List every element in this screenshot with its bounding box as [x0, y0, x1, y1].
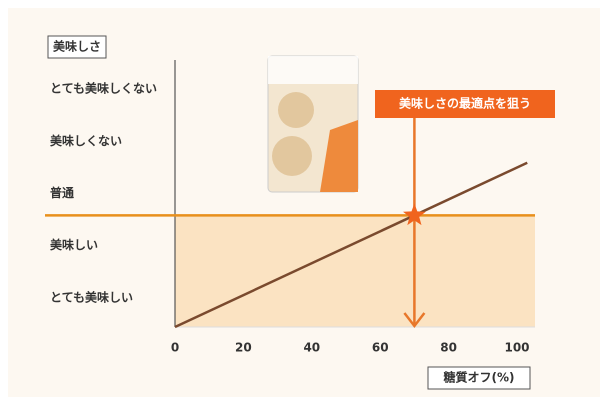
y-label-box — [47, 35, 107, 59]
x-tick-label: 80 — [440, 341, 457, 355]
x-tick-label: 20 — [235, 341, 252, 355]
x-tick-label: 100 — [504, 341, 529, 355]
target-star — [403, 203, 426, 226]
y-axis-label: 美味しさ — [53, 39, 101, 54]
x-label-box — [427, 366, 531, 390]
y-tick-label: 普通 — [50, 185, 74, 200]
callout-box — [375, 90, 555, 118]
y-tick-label: 美味しくない — [50, 133, 122, 148]
y-tick-label: とても美味しい — [50, 289, 133, 304]
x-axis-label: 糖質オフ(%) — [444, 370, 515, 385]
y-tick-label: とても美味しくない — [50, 81, 157, 96]
x-tick-label: 60 — [372, 341, 389, 355]
callout-text: 美味しさの最適点を狙う — [399, 96, 531, 111]
arrow-head — [403, 312, 426, 329]
y-tick-label: 美味しい — [50, 237, 98, 252]
shade — [175, 215, 535, 327]
x-tick-label: 0 — [171, 341, 179, 355]
x-tick-label: 40 — [303, 341, 320, 355]
trend-line — [174, 161, 528, 329]
product-image — [267, 55, 359, 193]
